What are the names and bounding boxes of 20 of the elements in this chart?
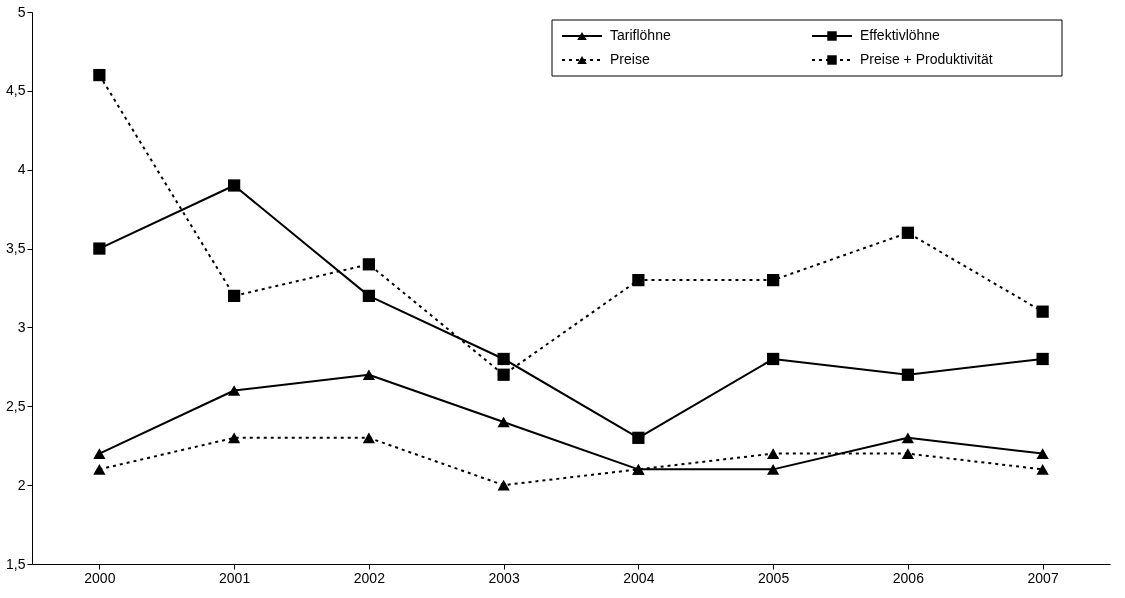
legend-label: Tariflöhne	[610, 27, 671, 43]
x-tick-label: 2006	[892, 569, 925, 586]
y-tick-label: 1,5	[6, 555, 26, 572]
y-tick-label: 2,5	[6, 397, 26, 414]
y-tick-label: 2	[17, 476, 26, 493]
legend-label: Preise + Produktivität	[860, 51, 993, 67]
x-tick-label: 2004	[623, 569, 655, 586]
y-tick-label: 5	[17, 3, 26, 20]
y-tick-label: 4	[17, 161, 26, 178]
x-tick-label: 2005	[758, 569, 790, 586]
legend-label: Preise	[610, 51, 650, 67]
x-tick-label: 2003	[488, 569, 520, 586]
x-tick-label: 2000	[84, 569, 116, 586]
x-tick-label: 2007	[1027, 569, 1059, 586]
y-tick-label: 4,5	[6, 82, 26, 99]
y-tick-label: 3,5	[6, 240, 26, 257]
x-tick-label: 2002	[353, 569, 386, 586]
x-tick-label: 2001	[219, 569, 251, 586]
y-tick-label: 3	[17, 318, 26, 335]
legend-label: Effektivlöhne	[860, 27, 941, 43]
